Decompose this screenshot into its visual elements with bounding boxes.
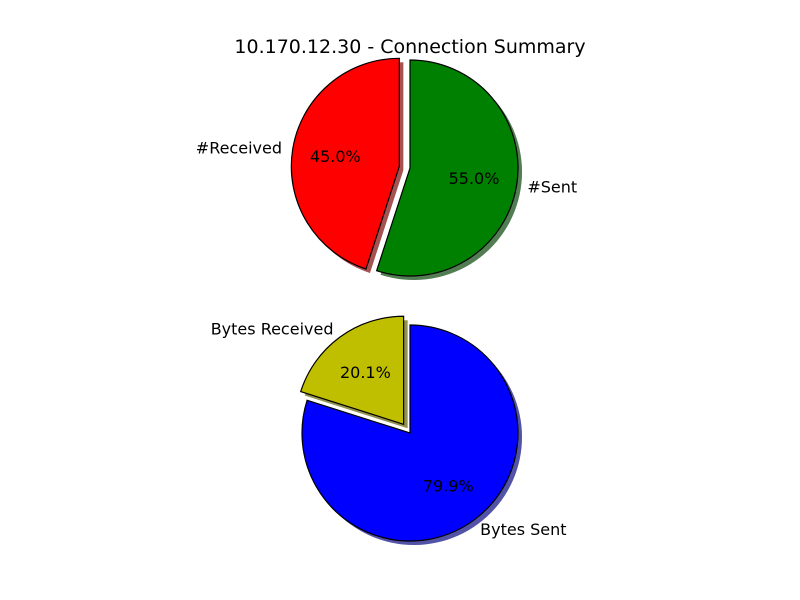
chart-title: 10.170.12.30 - Connection Summary — [234, 36, 585, 58]
pie-bytes: Bytes Sent 79.9% Bytes Received 20.1% — [211, 315, 567, 546]
slice-label-received: #Received — [196, 139, 282, 158]
slice-pct-received: 45.0% — [310, 147, 361, 166]
slice-bytes-sent — [301, 324, 519, 542]
slice-label-sent: #Sent — [527, 178, 577, 197]
slice-label-bytes-received: Bytes Received — [211, 319, 334, 338]
slice-sent — [375, 59, 519, 277]
pie-connections: #Sent 55.0% #Received 45.0% — [196, 57, 577, 281]
slice-pct-sent: 55.0% — [449, 169, 500, 188]
slice-label-bytes-sent: Bytes Sent — [480, 520, 566, 539]
slice-pct-bytes-received: 20.1% — [340, 363, 391, 382]
slice-bytes-received — [299, 315, 405, 426]
slice-received — [290, 57, 400, 270]
slice-pct-bytes-sent: 79.9% — [423, 476, 474, 495]
